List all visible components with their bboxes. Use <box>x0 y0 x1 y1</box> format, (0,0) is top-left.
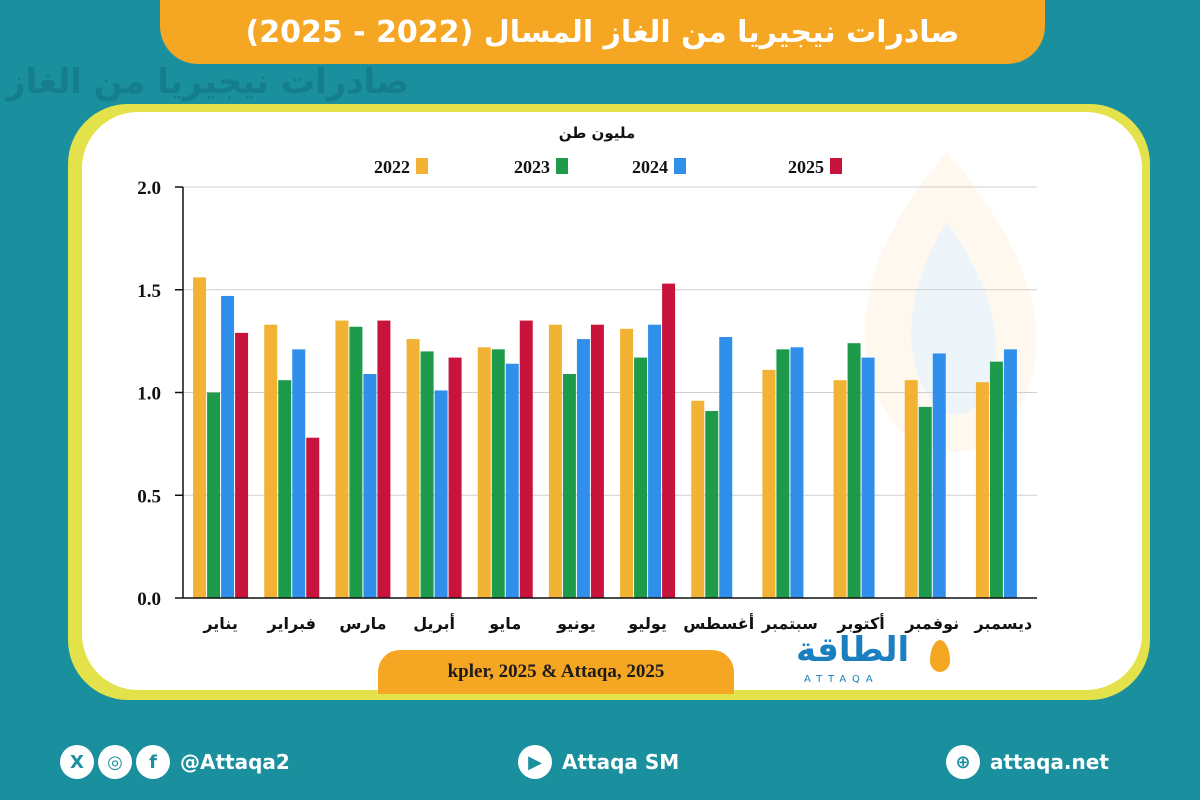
x-icon[interactable]: X <box>60 745 94 779</box>
bar-2025 <box>590 324 604 598</box>
youtube-icon[interactable]: ▶ <box>518 745 552 779</box>
bar-2025 <box>662 283 676 598</box>
bar-2023 <box>989 361 1003 598</box>
website-link[interactable]: attaqa.net <box>990 750 1109 774</box>
ghost-title: صادرات نيجيريا من الغاز <box>6 62 410 102</box>
y-tick-label: 2.0 <box>137 178 161 199</box>
bar-2022 <box>904 380 918 598</box>
bar-2022 <box>620 328 634 598</box>
bar-2025 <box>377 320 391 598</box>
source-text: kpler, 2025 & Attaqa, 2025 <box>447 661 665 682</box>
grid <box>175 186 1037 599</box>
legend-swatch-2023 <box>556 158 568 174</box>
legend-swatch-2024 <box>674 158 686 174</box>
x-tick-labels: يناير فبراير مارس أبريل مايو يونيو يوليو أغسطس س… <box>202 613 1032 633</box>
bar-2023 <box>349 326 363 598</box>
bar-2024 <box>1003 349 1017 598</box>
youtube-channel[interactable]: Attaqa SM <box>562 750 680 774</box>
footer-website: ⊕ attaqa.net <box>946 740 1109 784</box>
bar-2025 <box>306 437 320 598</box>
chart-card <box>82 112 1142 690</box>
x-tick-label: مارس <box>339 614 386 633</box>
x-tick-label: يوليو <box>627 614 667 633</box>
bar-2023 <box>847 343 861 598</box>
bar-2024 <box>932 353 946 598</box>
footer-youtube: ▶ Attaqa SM <box>518 740 679 784</box>
legend-label-2022: 2022 <box>374 157 410 177</box>
bar-2022 <box>406 339 420 598</box>
y-tick-label: 1.0 <box>137 384 161 405</box>
bar-2023 <box>634 357 648 598</box>
bar-2024 <box>648 324 662 598</box>
globe-icon[interactable]: ⊕ <box>946 745 980 779</box>
legend-swatch-2025 <box>830 158 842 174</box>
social-handle[interactable]: @Attaqa2 <box>180 750 290 774</box>
source-pill: kpler, 2025 & Attaqa, 2025 <box>378 650 734 694</box>
bars <box>193 277 1017 598</box>
legend: 2022 2023 2024 2025 <box>374 157 842 177</box>
y-tick-label: 1.5 <box>137 281 161 302</box>
bar-2022 <box>335 320 349 598</box>
bar-2023 <box>207 392 221 598</box>
x-tick-label: أغسطس <box>683 613 754 633</box>
bar-2022 <box>975 382 989 598</box>
bar-2023 <box>776 349 790 598</box>
bar-2025 <box>448 357 462 598</box>
axes <box>182 187 1037 599</box>
bar-2022 <box>264 324 278 598</box>
bar-2023 <box>562 374 576 598</box>
bar-2022 <box>193 277 207 598</box>
legend-label-2023: 2023 <box>514 157 550 177</box>
bar-2024 <box>576 339 590 598</box>
bar-2022 <box>477 347 491 598</box>
footer-social: X ◎ f @Attaqa2 <box>60 740 290 784</box>
legend-label-2024: 2024 <box>632 157 668 177</box>
y-tick-label: 0.5 <box>137 486 161 507</box>
x-tick-label: أبريل <box>413 613 455 633</box>
logo-drop-icon <box>930 640 950 672</box>
logo-latin-text: ATTAQA <box>804 674 879 685</box>
chart-title: صادرات نيجيريا من الغاز المسال (2022 - 2… <box>245 14 960 50</box>
x-tick-label: ديسمبر <box>974 614 1033 633</box>
bar-2024 <box>505 363 519 598</box>
bar-2023 <box>278 380 292 598</box>
bar-2024 <box>363 374 377 598</box>
attaqa-logo: الطاقة ATTAQA <box>796 630 956 690</box>
instagram-icon[interactable]: ◎ <box>98 745 132 779</box>
bar-2024 <box>719 337 733 598</box>
y-axis-unit-label: مليون طن <box>559 124 636 142</box>
bar-2024 <box>292 349 306 598</box>
legend-swatch-2022 <box>416 158 428 174</box>
y-tick-labels: 0.0 0.5 1.0 1.5 2.0 <box>137 178 161 610</box>
bar-2023 <box>420 351 434 598</box>
y-tick-label: 0.0 <box>137 589 161 610</box>
x-tick-label: مايو <box>488 614 521 633</box>
x-tick-label: يونيو <box>556 614 596 633</box>
bar-2022 <box>762 369 776 598</box>
bar-2022 <box>833 380 847 598</box>
x-tick-label: سبتمبر <box>761 614 818 633</box>
bar-2025 <box>519 320 533 598</box>
bar-2023 <box>491 349 505 598</box>
bar-2023 <box>918 406 932 598</box>
bar-2025 <box>235 332 249 598</box>
x-tick-label: أكتوبر <box>836 613 884 633</box>
bar-2024 <box>434 390 448 598</box>
bar-2024 <box>861 357 875 598</box>
bar-2022 <box>548 324 562 598</box>
x-tick-label: فبراير <box>267 614 316 633</box>
x-tick-label: يناير <box>202 614 238 633</box>
bar-2024 <box>790 347 804 598</box>
legend-label-2025: 2025 <box>788 157 824 177</box>
title-banner: صادرات نيجيريا من الغاز المسال (2022 - 2… <box>160 0 1045 64</box>
facebook-icon[interactable]: f <box>136 745 170 779</box>
logo-arabic-text: الطاقة <box>796 630 910 670</box>
x-tick-label: نوفمبر <box>904 614 959 633</box>
bar-2023 <box>705 410 719 598</box>
bar-2024 <box>221 295 235 598</box>
bar-2022 <box>691 400 705 598</box>
